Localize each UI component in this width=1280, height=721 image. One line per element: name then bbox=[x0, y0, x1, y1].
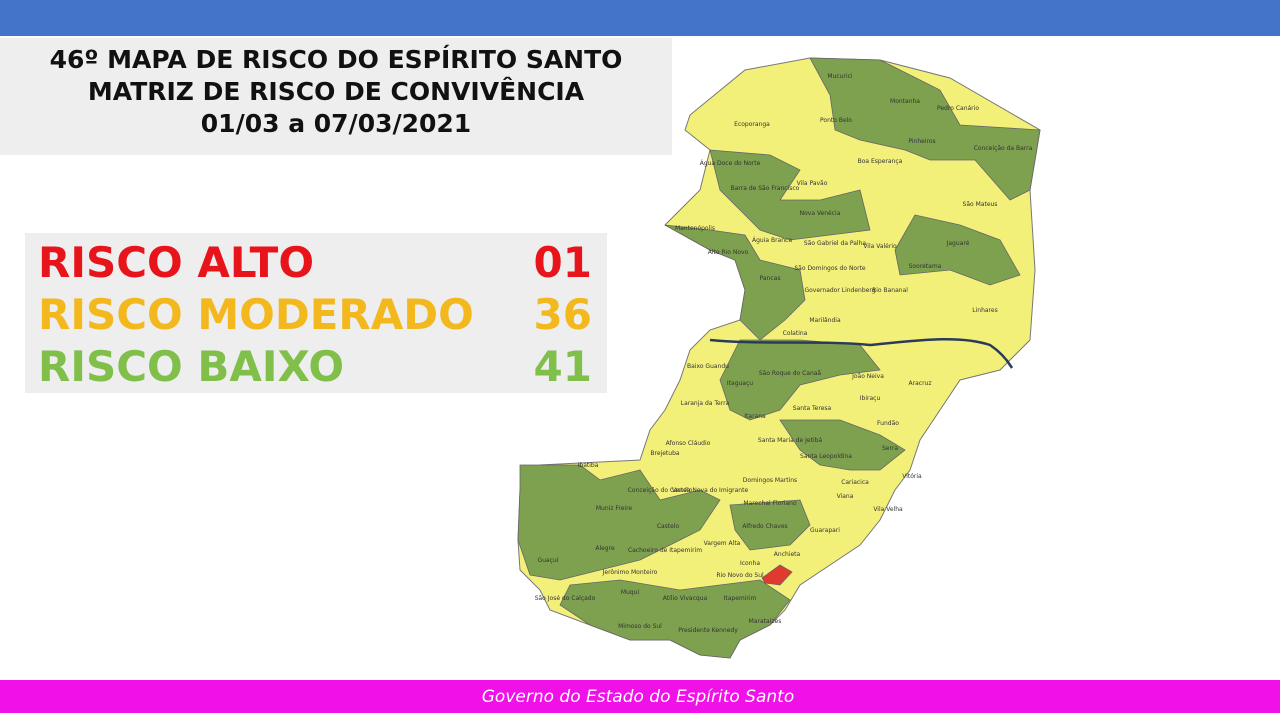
municipality-label: Santa Teresa bbox=[793, 405, 832, 412]
municipality-label: Muqui bbox=[621, 589, 640, 596]
municipality-label: Ecoporanga bbox=[734, 121, 770, 128]
municipality-label: Conceição do Castelo bbox=[628, 487, 693, 494]
municipality-label: Venda Nova do Imigrante bbox=[672, 487, 749, 494]
municipality-label: Mucurici bbox=[827, 73, 853, 80]
municipality-label: Linhares bbox=[972, 307, 997, 314]
municipality-label: Pancas bbox=[760, 275, 781, 282]
municipality-label: Afonso Cláudio bbox=[666, 440, 711, 447]
municipality-label: Serra bbox=[882, 445, 898, 452]
municipality-label: Rio Bananal bbox=[872, 287, 908, 294]
municipality-label: São Gabriel da Palha bbox=[804, 240, 866, 247]
risk-count: 01 bbox=[534, 238, 592, 287]
municipality-label: Brejetuba bbox=[650, 450, 679, 457]
risk-label: RISCO ALTO bbox=[38, 238, 314, 287]
municipality-label: São José do Calçado bbox=[535, 595, 596, 602]
municipality-label: Muniz Freire bbox=[596, 505, 633, 512]
municipality-label: Jaguaré bbox=[946, 240, 970, 247]
municipality-label: Alto Rio Novo bbox=[708, 249, 749, 256]
municipality-label: Alfredo Chaves bbox=[742, 523, 787, 530]
municipality-label: Governador Lindenberg bbox=[804, 287, 875, 294]
map: Mucurici Montanha Pedro Canário Ecoporanga P… bbox=[517, 57, 1041, 659]
municipality-label: Pinheiros bbox=[908, 138, 935, 145]
municipality-label: Rio Novo do Sul bbox=[716, 572, 764, 579]
municipality-label: Mantenópolis bbox=[675, 225, 715, 232]
municipality-label: Conceição da Barra bbox=[974, 145, 1033, 152]
municipality-label: Itaguaçu bbox=[727, 380, 753, 387]
municipality-label: Cachoeiro de Itapemirim bbox=[628, 547, 702, 554]
municipality-label: Cariacica bbox=[841, 479, 869, 486]
municipality-label: Sooretama bbox=[909, 263, 942, 270]
municipality-label: Mimoso do Sul bbox=[618, 623, 662, 630]
risk-count: 36 bbox=[534, 290, 592, 339]
municipality-label: Anchieta bbox=[774, 551, 801, 558]
municipality-label: Marechal Floriano bbox=[743, 500, 797, 507]
title-line: 46º MAPA DE RISCO DO ESPÍRITO SANTO bbox=[50, 45, 623, 74]
municipality-label: Domingos Martins bbox=[743, 477, 797, 484]
municipality-label: Marilândia bbox=[809, 317, 841, 324]
municipality-label: Itapemirim bbox=[724, 595, 757, 602]
municipality-label: Vila Valério bbox=[863, 243, 897, 250]
municipality-label: Guarapari bbox=[810, 527, 840, 534]
municipality-label: Vargem Alta bbox=[704, 540, 741, 547]
low-risk-areas bbox=[517, 57, 1041, 659]
municipality-label: Vila Pavão bbox=[797, 180, 828, 187]
high-risk-area bbox=[761, 564, 793, 586]
municipality-label: Pedro Canário bbox=[937, 105, 979, 112]
river bbox=[709, 337, 1014, 369]
municipality-label: Águia Branca bbox=[752, 237, 792, 244]
municipality-label: Água Doce do Norte bbox=[700, 160, 761, 167]
municipality-label: Marataízes bbox=[749, 618, 782, 625]
municipality-label: São Mateus bbox=[963, 201, 998, 208]
top-bar bbox=[0, 0, 1280, 36]
municipality-label: Alegre bbox=[595, 545, 615, 552]
municipality-label: Barra de São Francisco bbox=[731, 185, 800, 192]
risk-label: RISCO MODERADO bbox=[38, 290, 474, 339]
municipality-label: Aracruz bbox=[909, 380, 932, 387]
municipality-label: Ponto Belo bbox=[820, 117, 852, 124]
municipality-label: Boa Esperança bbox=[858, 158, 903, 165]
title-line: MATRIZ DE RISCO DE CONVIVÊNCIA bbox=[88, 77, 585, 106]
municipality-label: Laranja da Terra bbox=[681, 400, 730, 407]
municipality-label: Vila Velha bbox=[873, 506, 903, 513]
municipality-label: Nova Venécia bbox=[800, 210, 841, 217]
municipality-label: Ibatiba bbox=[578, 462, 599, 469]
municipality-label: Presidente Kennedy bbox=[678, 627, 738, 634]
municipality-label: Santa Maria de Jetibá bbox=[758, 437, 822, 444]
municipality-label: Vitória bbox=[902, 473, 922, 480]
municipality-label: Colatina bbox=[783, 330, 808, 337]
municipality-label: Itarana bbox=[744, 413, 766, 420]
municipality-label: Castelo bbox=[657, 523, 680, 530]
municipality-label: São Roque do Canaã bbox=[759, 370, 822, 377]
risk-count: 41 bbox=[534, 342, 592, 391]
footer-text: Governo do Estado do Espírito Santo bbox=[482, 687, 794, 707]
municipality-label: Guaçuí bbox=[538, 557, 559, 564]
municipality-label: Montanha bbox=[890, 98, 920, 105]
legend-box bbox=[25, 233, 607, 393]
footer-bar bbox=[0, 680, 1280, 713]
municipality-label: Ibiraçu bbox=[860, 395, 881, 402]
municipality-label: Santa Leopoldina bbox=[800, 453, 852, 460]
risk-label: RISCO BAIXO bbox=[38, 342, 344, 391]
municipality-label: Iconha bbox=[740, 560, 760, 567]
title-box bbox=[0, 38, 672, 155]
municipality-label: São Domingos do Norte bbox=[794, 265, 866, 272]
title-line: 01/03 a 07/03/2021 bbox=[201, 109, 471, 138]
municipality-label: Viana bbox=[837, 493, 854, 500]
municipality-label: Fundão bbox=[877, 420, 899, 427]
municipality-label: Atílio Vivacqua bbox=[663, 595, 708, 602]
municipality-label: João Neiva bbox=[851, 373, 884, 380]
municipality-label: Baixo Guandu bbox=[687, 363, 729, 370]
municipality-label: Jerônimo Monteiro bbox=[602, 569, 658, 576]
